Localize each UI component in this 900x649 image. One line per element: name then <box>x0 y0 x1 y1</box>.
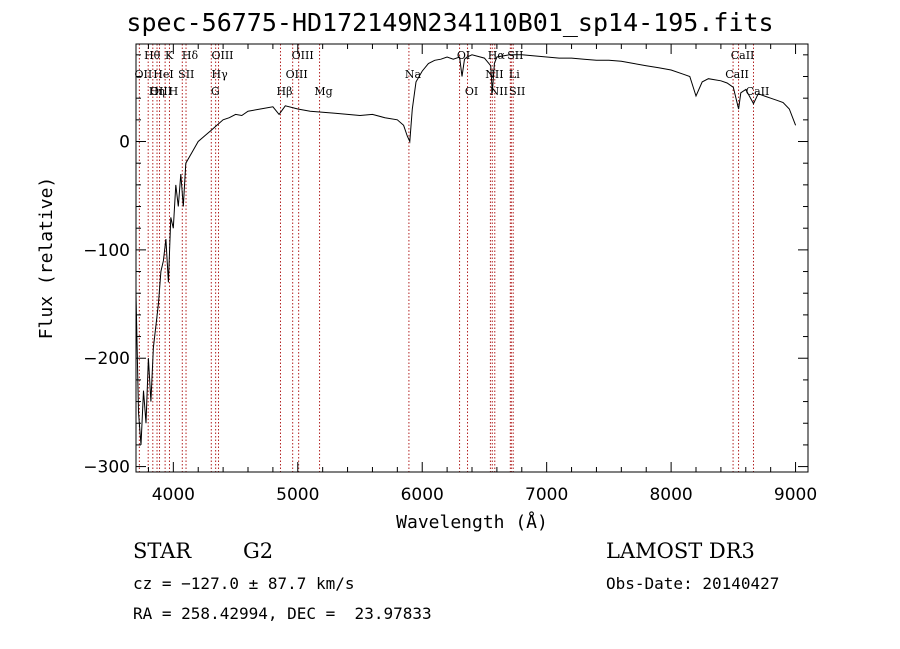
object-subclass: G2 <box>243 539 274 563</box>
line-marker-label-10: Hγ <box>212 68 229 81</box>
line-marker-label-14: OIII <box>286 68 308 81</box>
redshift-velocity: cz = −127.0 ± 87.7 km/s <box>133 574 355 593</box>
x-tick-label-0: 4000 <box>152 485 195 505</box>
y-tick-label-1: −100 <box>83 241 130 261</box>
y-tick-label-3: −300 <box>83 458 130 478</box>
line-marker-label-15: Mg <box>314 85 332 98</box>
line-marker-label-0: Hθ <box>144 49 161 62</box>
line-marker-label-20: SII <box>507 49 523 62</box>
y-tick-label-2: −200 <box>83 349 130 369</box>
y-axis-ticks: 0 −100 −200 −300 <box>83 54 808 478</box>
line-marker-label-23: NII <box>490 85 508 98</box>
spectrum-line <box>135 54 797 445</box>
x-axis-label: Wavelength (Å) <box>396 511 548 533</box>
line-marker-label-27: CaII <box>746 85 770 98</box>
object-class: STAR <box>133 539 192 563</box>
line-marker-label-21: NII <box>485 68 503 81</box>
line-marker-label-7: Hη <box>149 85 165 98</box>
line-marker-label-25: CaII <box>731 49 755 62</box>
line-marker-label-5: SII <box>178 68 194 81</box>
line-markers-group <box>138 44 754 472</box>
line-marker-label-16: Na <box>405 68 422 81</box>
line-marker-label-17: OI <box>457 49 470 62</box>
line-marker-label-13: OIII <box>292 49 314 62</box>
plot-frame <box>135 43 809 473</box>
sky-coordinates: RA = 258.42994, DEC = 23.97833 <box>133 604 432 623</box>
chart-title: spec-56775-HD172149N234110B01_sp14-195.f… <box>126 8 774 37</box>
x-tick-label-4: 8000 <box>649 485 692 505</box>
observation-date: Obs-Date: 20140427 <box>606 574 780 593</box>
x-axis-ticks: 4000 5000 6000 7000 8000 9000 <box>147 44 817 505</box>
y-tick-label-0: 0 <box>119 133 130 153</box>
line-marker-label-11: G <box>211 85 220 98</box>
line-marker-label-19: Hα <box>488 49 506 62</box>
line-marker-label-2: Hδ <box>182 49 199 62</box>
line-marker-label-9: OIII <box>211 49 233 62</box>
line-marker-label-24: SII <box>509 85 525 98</box>
line-marker-label-8: H <box>169 85 179 98</box>
y-axis-label: Flux (relative) <box>36 177 57 340</box>
line-marker-label-22: Li <box>509 68 520 81</box>
line-marker-label-3: OII <box>135 68 153 81</box>
survey-name: LAMOST DR3 <box>606 539 755 563</box>
x-tick-label-2: 6000 <box>401 485 444 505</box>
x-tick-label-3: 7000 <box>525 485 568 505</box>
line-marker-label-18: OI <box>465 85 478 98</box>
line-marker-label-12: Hβ <box>277 85 293 98</box>
line-marker-label-26: CaII <box>725 68 749 81</box>
line-marker-label-4: HeI <box>153 68 173 81</box>
line-marker-label-6: OIII <box>150 85 172 98</box>
x-tick-label-1: 5000 <box>276 485 319 505</box>
line-marker-label-1: K <box>165 49 174 62</box>
x-tick-label-5: 9000 <box>774 485 817 505</box>
